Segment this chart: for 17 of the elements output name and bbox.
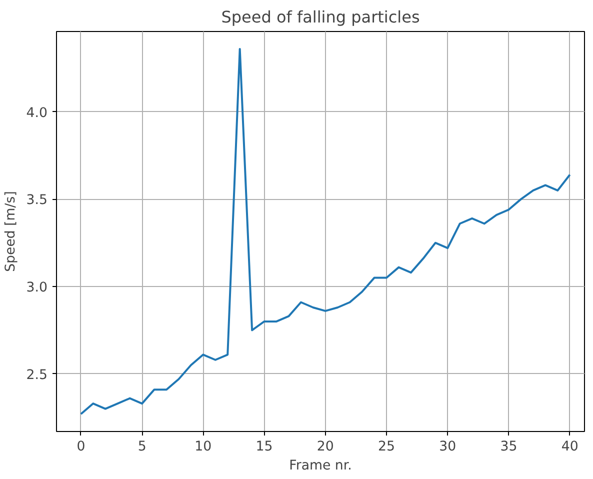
line-series	[80, 48, 571, 416]
x-tick-label: 15	[256, 440, 273, 454]
x-tick-label: 30	[439, 440, 456, 454]
x-tick-label: 35	[500, 440, 518, 454]
x-tick-label: 5	[138, 440, 146, 454]
x-tick-label: 40	[561, 440, 578, 454]
x-tick-label: 0	[76, 440, 86, 454]
x-axis-title: Frame nr.	[289, 458, 352, 474]
y-tick-label: 2.5	[26, 368, 48, 383]
x-tick-label: 10	[194, 440, 212, 454]
y-tick-label: 4.0	[26, 106, 48, 121]
chart-title: Speed of falling particles	[221, 8, 420, 26]
x-tick-label: 25	[378, 440, 395, 454]
x-tick-label: 20	[316, 440, 334, 454]
y-tick-label: 3.5	[26, 193, 48, 208]
y-axis-title: Speed [m/s]	[3, 191, 18, 272]
y-tick-label: 3.0	[26, 280, 48, 296]
